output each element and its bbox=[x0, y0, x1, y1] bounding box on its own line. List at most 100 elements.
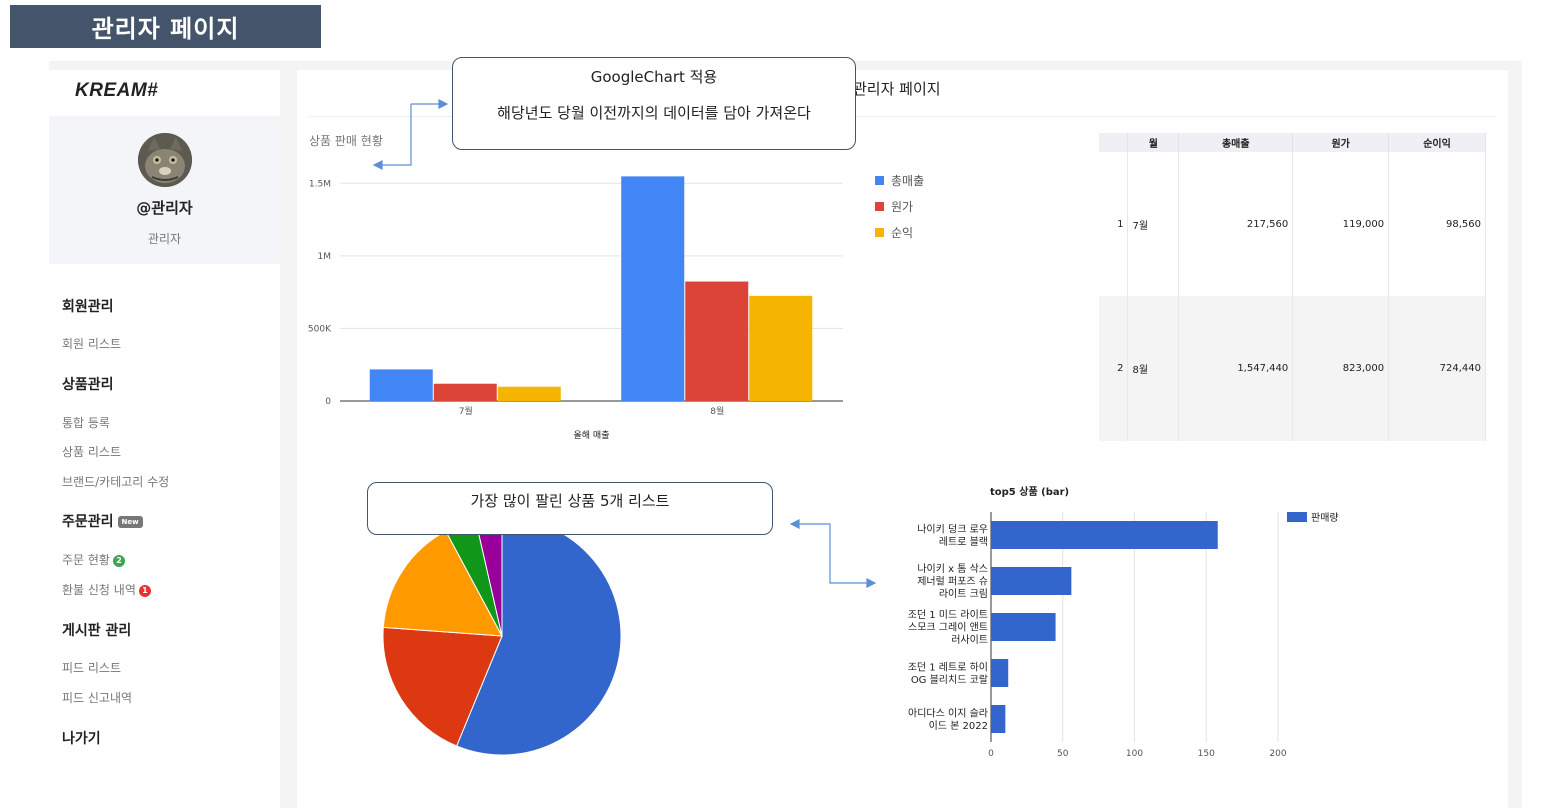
order-count-badge: 2 bbox=[112, 554, 125, 567]
legend-swatch bbox=[875, 202, 884, 211]
x-tick-label: 0 bbox=[988, 749, 994, 759]
x-tick-label: 100 bbox=[1126, 749, 1143, 759]
table-cell: 98,560 bbox=[1388, 152, 1486, 296]
arrow-head-top-left bbox=[372, 160, 383, 170]
table-row[interactable]: 2 8월 1,547,440 823,000 724,440 bbox=[1099, 296, 1486, 441]
arrow-line-top bbox=[380, 104, 412, 166]
pie-slice[interactable] bbox=[382, 626, 503, 747]
y-tick-label: 아디다스 이지 슬라 bbox=[908, 707, 988, 719]
arrow-head-bottom-left bbox=[789, 519, 800, 529]
arrow-line-bottom bbox=[799, 523, 868, 584]
bar-판매량[interactable] bbox=[991, 521, 1218, 549]
table-header[interactable]: 원가 bbox=[1292, 133, 1390, 152]
legend-label[interactable]: 판매량 bbox=[1311, 512, 1339, 524]
table-cell: 7월 bbox=[1127, 152, 1180, 296]
profile-name: @관리자 bbox=[136, 199, 193, 217]
nav-item-order-status-label: 주문 현황 bbox=[62, 553, 110, 567]
x-tick-label: 50 bbox=[1057, 749, 1069, 759]
sidebar: KREAM# @관리자 관리자 회원관리 회원 리스트 상품관리 통합 등록 상… bbox=[49, 70, 280, 808]
y-tick-label: OG 블리치드 코랄 bbox=[911, 673, 988, 686]
x-axis-label: 올해 매출 bbox=[574, 430, 610, 441]
callout-top5: 가장 많이 팔린 상품 5개 리스트 bbox=[367, 482, 773, 535]
nav-item-feed-list[interactable]: 피드 리스트 bbox=[62, 661, 122, 675]
bar-순익[interactable] bbox=[749, 295, 813, 401]
table-cell: 1,547,440 bbox=[1178, 296, 1294, 441]
page-title: 관리자 페이지 bbox=[853, 80, 941, 98]
pie-slice[interactable] bbox=[382, 530, 503, 637]
bar-판매량[interactable] bbox=[991, 567, 1072, 595]
bar-원가[interactable] bbox=[433, 383, 497, 401]
nav-heading-board: 게시판 관리 bbox=[62, 623, 132, 639]
bar-판매량[interactable] bbox=[991, 613, 1056, 641]
arrow-head-bottom-right bbox=[866, 578, 877, 588]
table-header[interactable]: 월 bbox=[1127, 133, 1180, 152]
x-tick-label: 7월 bbox=[459, 405, 473, 417]
bar-원가[interactable] bbox=[685, 281, 749, 401]
x-tick-label: 8월 bbox=[710, 405, 724, 417]
new-badge: New bbox=[117, 516, 143, 528]
brand-logo[interactable]: KREAM# bbox=[75, 80, 159, 101]
nav-item-order-status[interactable]: 주문 현황 2 bbox=[62, 551, 125, 568]
legend-label[interactable]: 원가 bbox=[891, 200, 913, 214]
nav-item-product-list[interactable]: 상품 리스트 bbox=[62, 445, 122, 459]
legend-swatch bbox=[875, 228, 884, 237]
bar-순익[interactable] bbox=[497, 386, 561, 401]
avatar[interactable] bbox=[138, 133, 192, 187]
bar-총매출[interactable] bbox=[621, 176, 685, 401]
table-cell: 8월 bbox=[1127, 296, 1180, 441]
table-cell: 724,440 bbox=[1388, 296, 1486, 441]
nav-heading-members: 회원관리 bbox=[62, 299, 114, 315]
bar-판매량[interactable] bbox=[991, 705, 1006, 733]
table-header[interactable]: 순이익 bbox=[1388, 133, 1486, 152]
y-tick-label: 레트로 블랙 bbox=[939, 536, 988, 548]
y-tick-label: 스모크 그레이 앤트 bbox=[908, 622, 988, 634]
callout-arrows bbox=[372, 99, 877, 588]
table-cell: 217,560 bbox=[1178, 152, 1294, 296]
sales-section-title: 상품 판매 현황 bbox=[309, 134, 383, 148]
table-cell: 1 bbox=[1099, 152, 1129, 296]
chart-title: top5 상품 (bar) bbox=[990, 485, 1069, 498]
table-header[interactable]: 총매출 bbox=[1178, 133, 1294, 152]
table-row[interactable]: 1 7월 217,560 119,000 98,560 bbox=[1099, 152, 1486, 296]
banner-title: 관리자 페이지 bbox=[91, 15, 240, 43]
nav-heading-products: 상품관리 bbox=[62, 377, 114, 393]
nav-item-member-list[interactable]: 회원 리스트 bbox=[62, 337, 122, 351]
y-tick-label: 1M bbox=[318, 252, 332, 262]
page-banner: 관리자 페이지 bbox=[10, 5, 321, 48]
nav-exit[interactable]: 나가기 bbox=[62, 731, 101, 747]
legend-label[interactable]: 순익 bbox=[891, 226, 913, 240]
y-tick-label: 제너럴 퍼포즈 슈 bbox=[917, 575, 988, 588]
nav-item-feed-reports[interactable]: 피드 신고내역 bbox=[62, 691, 133, 705]
avatar-image-icon bbox=[138, 133, 192, 187]
legend-swatch bbox=[875, 176, 884, 185]
profile-role: 관리자 bbox=[147, 232, 182, 246]
nav-item-refund-requests[interactable]: 환불 신청 내역 1 bbox=[62, 581, 151, 598]
title-divider bbox=[309, 116, 1495, 117]
table-header-row: 월 총매출 원가 순이익 bbox=[1099, 133, 1486, 152]
y-tick-label: 나이키 덩크 로우 bbox=[917, 523, 988, 535]
bar-판매량[interactable] bbox=[991, 659, 1009, 687]
callout-googlechart: GoogleChart 적용 해당년도 당월 이전까지의 데이터를 담아 가져온… bbox=[452, 57, 856, 150]
nav-heading-orders: 주문관리 New bbox=[62, 511, 143, 531]
bar-총매출[interactable] bbox=[369, 369, 433, 401]
callout-top-line2: 해당년도 당월 이전까지의 데이터를 담아 가져온다 bbox=[497, 104, 811, 122]
nav-item-bulk-register[interactable]: 통합 등록 bbox=[62, 416, 110, 430]
table-cell: 823,000 bbox=[1292, 296, 1390, 441]
legend-swatch bbox=[1287, 512, 1307, 522]
nav-item-refund-label: 환불 신청 내역 bbox=[62, 583, 136, 597]
nav-item-brand-category-edit[interactable]: 브랜드/카테고리 수정 bbox=[62, 475, 170, 489]
table-header[interactable] bbox=[1099, 133, 1129, 152]
callout-bottom-text: 가장 많이 팔린 상품 5개 리스트 bbox=[470, 492, 670, 510]
legend-label[interactable]: 총매출 bbox=[891, 174, 924, 188]
x-tick-label: 200 bbox=[1269, 749, 1286, 759]
y-tick-label: 러사이트 bbox=[951, 634, 988, 646]
refund-count-badge: 1 bbox=[138, 584, 151, 597]
arrow-head-top-right bbox=[438, 99, 449, 109]
y-tick-label: 500K bbox=[308, 324, 332, 334]
y-tick-label: 라이트 크림 bbox=[939, 588, 988, 600]
table-cell: 119,000 bbox=[1292, 152, 1390, 296]
y-tick-label: 이드 본 2022 bbox=[929, 720, 988, 732]
